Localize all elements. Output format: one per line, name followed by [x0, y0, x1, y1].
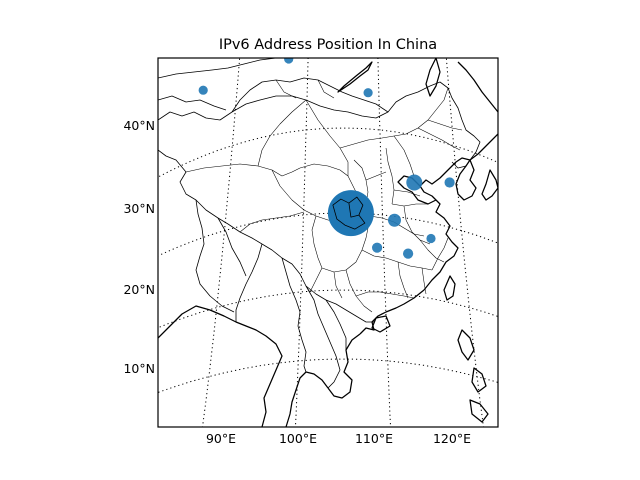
- lon-label-100e: 100°E: [279, 431, 317, 446]
- coastline-baikal: [337, 61, 373, 93]
- border-kazakh: [158, 95, 227, 111]
- border-korea: [451, 161, 467, 169]
- parallel-40: [158, 127, 498, 178]
- lat-label-30n: 30°N: [123, 201, 155, 216]
- ip-marker-4: [403, 248, 414, 259]
- province-outline-over-marker: [332, 196, 366, 230]
- province-shanxi-hebei: [385, 135, 415, 205]
- coastlines: [158, 58, 498, 427]
- ip-marker-3: [372, 242, 383, 253]
- coastline-japan: [481, 169, 498, 201]
- lat-label-10n: 10°N: [123, 361, 155, 376]
- ip-marker-5: [444, 177, 455, 188]
- lat-label-20n: 20°N: [123, 282, 155, 297]
- coastline-taiwan: [443, 275, 456, 301]
- lon-label-110e: 110°E: [355, 431, 393, 446]
- province-qinghai: [271, 163, 349, 223]
- province-fujian-zhejiang: [431, 237, 449, 271]
- map-background: [158, 58, 498, 427]
- map-frame: [157, 57, 499, 428]
- border-russia: [158, 58, 277, 79]
- coastline-korea: [455, 159, 477, 201]
- province-guangxi-guangdong: [355, 291, 415, 299]
- ip-marker-6: [426, 233, 436, 244]
- border-mongolia: [231, 77, 389, 113]
- lon-label-120e: 120°E: [433, 431, 471, 446]
- markers-layer: [198, 58, 455, 259]
- province-gansu: [305, 99, 361, 201]
- ip-marker-2: [388, 213, 401, 227]
- province-hunan-jiangxi: [361, 249, 433, 299]
- meridian-100: [294, 58, 309, 427]
- ip-marker-7: [198, 85, 208, 95]
- border-myanmar: [235, 243, 307, 373]
- coastline-indochina-west: [285, 371, 329, 427]
- lon-label-90e: 90°E: [206, 431, 236, 446]
- province-borders: [185, 79, 463, 313]
- coastline-philippines: [457, 329, 489, 423]
- map-title: IPv6 Address Position In China: [219, 37, 437, 53]
- coastline-bay-of-bengal: [158, 305, 283, 427]
- meridian-110: [377, 58, 392, 427]
- province-xinjiang-east: [257, 99, 307, 167]
- province-northeast: [417, 119, 463, 151]
- province-hubei-anhui: [369, 215, 445, 263]
- province-mongolia-internal: [275, 79, 335, 99]
- border-china-north: [158, 81, 481, 161]
- border-south-asia: [195, 199, 247, 313]
- coastline-ocean-north: [457, 61, 498, 113]
- ip-marker-9: [363, 88, 373, 98]
- border-laos-vietnam: [305, 285, 347, 389]
- coastline-vietnam: [327, 333, 361, 399]
- province-tibet-south: [239, 211, 305, 233]
- coastline-sakhalin: [425, 58, 441, 97]
- graticule: [158, 58, 498, 427]
- ip-marker-1: [406, 174, 423, 191]
- map-area: [158, 58, 498, 427]
- country-borders: [158, 58, 481, 389]
- province-inner-mongolia: [339, 87, 449, 149]
- province-henan-shandong: [391, 189, 431, 245]
- coastline-china-east: [359, 133, 498, 335]
- ip-marker-8: [284, 58, 294, 64]
- lat-label-40n: 40°N: [123, 118, 155, 133]
- coastline-hainan: [371, 315, 391, 333]
